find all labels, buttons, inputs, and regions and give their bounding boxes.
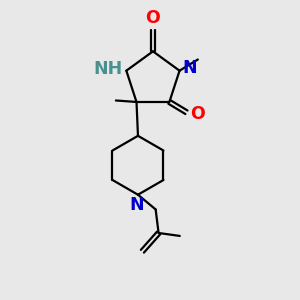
Text: NH: NH (94, 60, 123, 78)
Text: O: O (146, 9, 160, 27)
Text: O: O (190, 105, 205, 123)
Text: N: N (129, 196, 144, 214)
Text: N: N (182, 59, 197, 77)
